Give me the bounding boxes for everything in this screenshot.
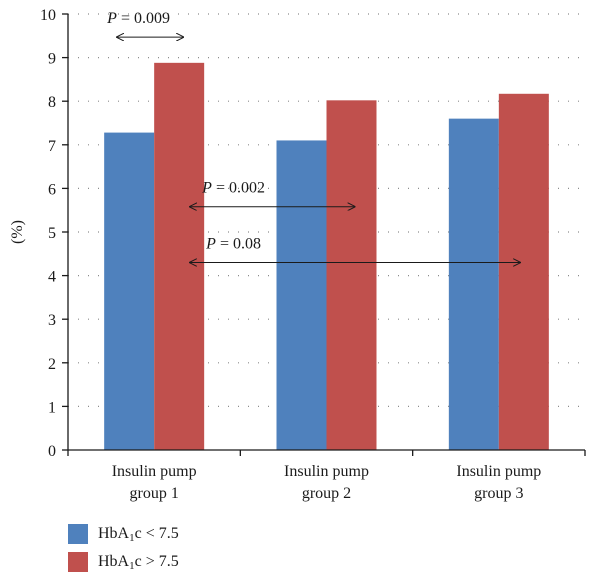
x-tick-label-1-line1: Insulin pump xyxy=(112,463,197,480)
y-tick-label-8: 8 xyxy=(48,94,56,111)
y-tick-label-3: 3 xyxy=(48,312,56,329)
y-tick-label-1: 1 xyxy=(48,399,56,416)
p-value-annotations: P = 0.009 P = 0.002 P = 0.08 xyxy=(106,10,520,262)
bar-group1-series2 xyxy=(154,62,205,450)
legend-swatch-blue xyxy=(68,524,88,544)
y-axis-label: (%) xyxy=(9,220,26,244)
y-tick-labels: 0 1 2 3 4 5 6 7 8 9 10 xyxy=(40,7,56,460)
y-tick-label-5: 5 xyxy=(48,225,56,242)
y-tick-label-2: 2 xyxy=(48,356,56,373)
axes xyxy=(62,13,586,456)
x-tick-label-1-line2: group 1 xyxy=(130,485,179,502)
bar-group2-series2 xyxy=(326,100,377,450)
bar-group2-series1 xyxy=(276,140,327,450)
bar-group3-series1 xyxy=(448,118,499,450)
y-tick-label-9: 9 xyxy=(48,51,56,68)
p-label-3: P = 0.08 xyxy=(205,236,261,253)
legend-swatch-red xyxy=(68,552,88,572)
legend-item-series-1: HbA1c < 7.5 xyxy=(68,520,179,548)
y-tick-label-6: 6 xyxy=(48,181,56,198)
x-tick-label-2-line2: group 2 xyxy=(302,485,351,502)
y-tick-label-7: 7 xyxy=(48,138,56,155)
p-label-1: P = 0.009 xyxy=(106,10,170,27)
x-tick-label-3-line1: Insulin pump xyxy=(456,463,541,480)
legend-item-series-2: HbA1c > 7.5 xyxy=(68,548,179,576)
bars xyxy=(104,62,549,451)
y-tick-label-10: 10 xyxy=(40,7,56,24)
x-tick-label-3-line2: group 3 xyxy=(474,485,523,502)
legend: HbA1c < 7.5 HbA1c > 7.5 xyxy=(68,520,179,576)
y-tick-label-0: 0 xyxy=(48,443,56,460)
p-label-2: P = 0.002 xyxy=(201,180,265,197)
x-tick-labels: Insulin pump group 1 Insulin pump group 2 In… xyxy=(112,463,542,502)
x-tick-label-2-line1: Insulin pump xyxy=(284,463,369,480)
bar-group1-series1 xyxy=(104,132,155,451)
legend-label-series-2: HbA1c > 7.5 xyxy=(98,552,179,572)
legend-label-series-1: HbA1c < 7.5 xyxy=(98,524,179,544)
y-tick-label-4: 4 xyxy=(48,269,56,286)
bar-group3-series2 xyxy=(498,93,549,451)
